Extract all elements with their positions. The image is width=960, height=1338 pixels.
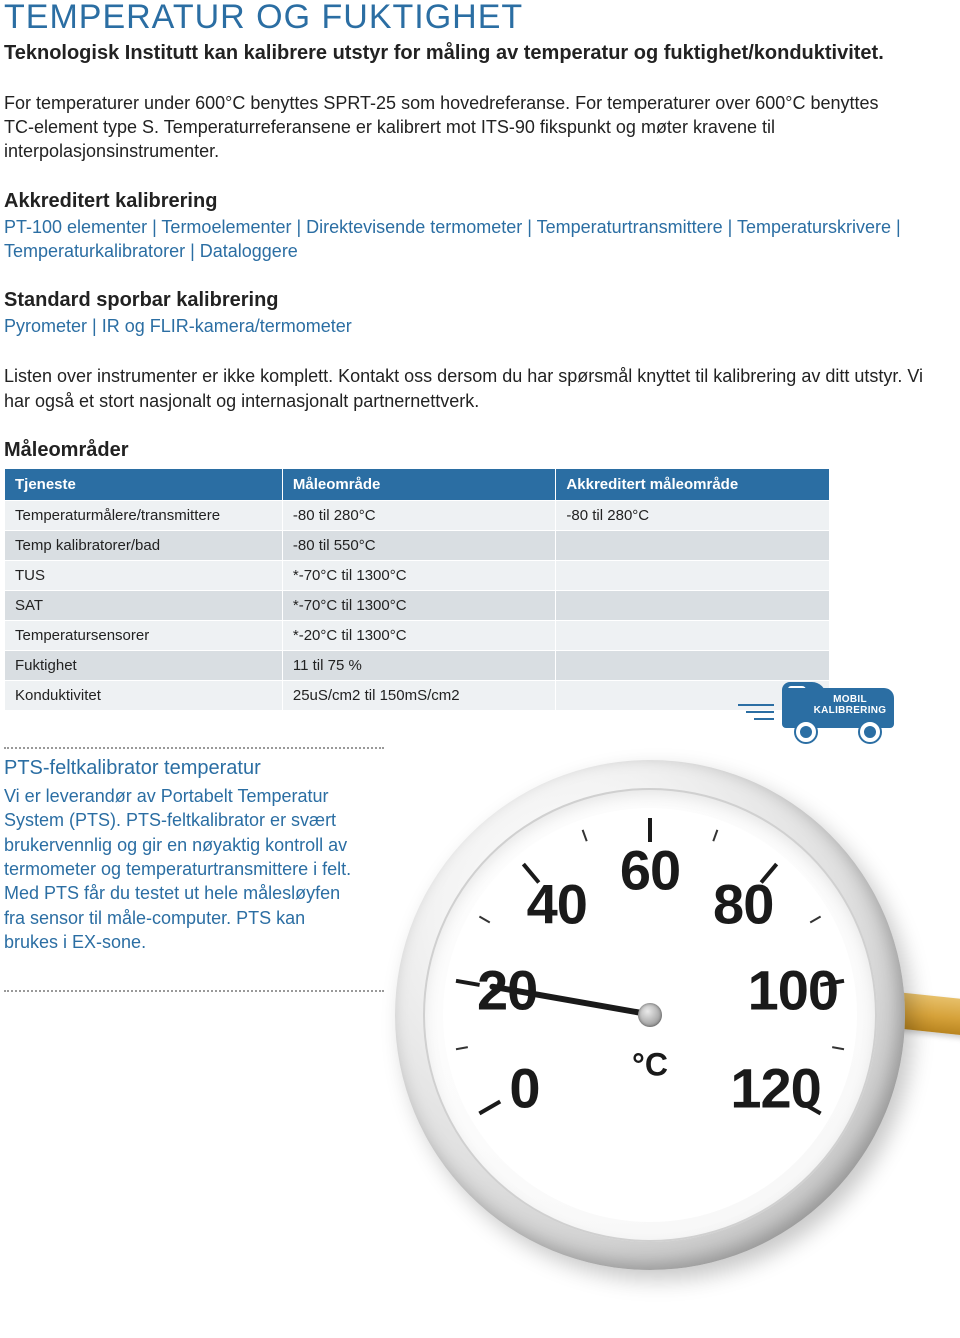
gauge-tick — [478, 1100, 501, 1115]
table-cell: Temp kalibratorer/bad — [5, 531, 283, 561]
table-cell: Fuktighet — [5, 651, 283, 681]
table-row: SAT*-70°C til 1300°C — [5, 591, 830, 621]
table-cell — [556, 651, 830, 681]
table-cell: *-70°C til 1300°C — [282, 591, 556, 621]
gauge-number: 60 — [620, 838, 680, 903]
table-row: Fuktighet11 til 75 % — [5, 651, 830, 681]
divider-bottom — [4, 990, 384, 992]
gauge-number: 120 — [730, 1055, 820, 1120]
table-cell: -80 til 550°C — [282, 531, 556, 561]
table-row: TUS*-70°C til 1300°C — [5, 561, 830, 591]
table-cell: 25uS/cm2 til 150mS/cm2 — [282, 681, 556, 711]
table-cell — [556, 531, 830, 561]
van-icon: MOBIL KALIBRERING — [782, 682, 894, 742]
gauge-hub — [638, 1003, 662, 1027]
divider-top — [4, 747, 384, 749]
table-cell: Temperaturmålere/transmittere — [5, 501, 283, 531]
standard-list: Pyrometer | IR og FLIR-kamera/termometer — [4, 314, 904, 338]
page-title: TEMPERATUR OG FUKTIGHET — [4, 0, 956, 36]
table-cell — [556, 621, 830, 651]
akkreditert-heading: Akkreditert kalibrering — [4, 190, 956, 213]
gauge-minor-tick — [456, 1046, 468, 1050]
speed-lines-icon — [738, 704, 774, 720]
table-cell: TUS — [5, 561, 283, 591]
table-title: Måleområder — [4, 439, 956, 462]
table-cell: SAT — [5, 591, 283, 621]
van-label-2: KALIBRERING — [814, 705, 887, 716]
thermometer-gauge: °C 020406080100120 — [395, 760, 905, 1270]
range-table: Tjeneste Måleområde Akkreditert måleområ… — [4, 468, 830, 711]
table-row: Konduktivitet25uS/cm2 til 150mS/cm2 — [5, 681, 830, 711]
pts-body: Vi er leverandør av Portabelt Temperatur… — [4, 784, 364, 954]
col-tjeneste: Tjeneste — [5, 469, 283, 501]
standard-heading: Standard sporbar kalibrering — [4, 289, 956, 312]
gauge-face: °C 020406080100120 — [443, 808, 857, 1222]
table-header-row: Tjeneste Måleområde Akkreditert måleområ… — [5, 469, 830, 501]
gauge-minor-tick — [479, 916, 490, 924]
intro-paragraph: For temperaturer under 600°C benyttes SP… — [4, 91, 904, 164]
table-cell: Konduktivitet — [5, 681, 283, 711]
table-cell: 11 til 75 % — [282, 651, 556, 681]
table-cell: *-70°C til 1300°C — [282, 561, 556, 591]
gauge-minor-tick — [810, 916, 821, 924]
gauge-number: 80 — [713, 871, 773, 936]
gauge-unit: °C — [632, 1046, 668, 1083]
table-cell — [556, 561, 830, 591]
van-label-1: MOBIL — [833, 694, 867, 705]
table-cell: -80 til 280°C — [282, 501, 556, 531]
page-subtitle: Teknologisk Institutt kan kalibrere utst… — [4, 40, 956, 67]
contact-paragraph: Listen over instrumenter er ikke komplet… — [4, 364, 924, 413]
gauge-number: 0 — [509, 1055, 539, 1120]
table-cell: *-20°C til 1300°C — [282, 621, 556, 651]
table-cell — [556, 591, 830, 621]
col-maleomrade: Måleområde — [282, 469, 556, 501]
gauge-number: 100 — [748, 957, 838, 1022]
akkreditert-list: PT-100 elementer | Termoelementer | Dire… — [4, 215, 904, 264]
table-row: Temperaturmålere/transmittere-80 til 280… — [5, 501, 830, 531]
gauge-minor-tick — [582, 830, 588, 842]
mobil-kalibrering-badge: MOBIL KALIBRERING — [738, 682, 894, 742]
table-cell: Temperatursensorer — [5, 621, 283, 651]
gauge-minor-tick — [832, 1046, 844, 1050]
gauge-number: 40 — [527, 871, 587, 936]
gauge-minor-tick — [712, 830, 718, 842]
table-row: Temperatursensorer*-20°C til 1300°C — [5, 621, 830, 651]
table-row: Temp kalibratorer/bad-80 til 550°C — [5, 531, 830, 561]
table-cell: -80 til 280°C — [556, 501, 830, 531]
col-akkreditert: Akkreditert måleområde — [556, 469, 830, 501]
